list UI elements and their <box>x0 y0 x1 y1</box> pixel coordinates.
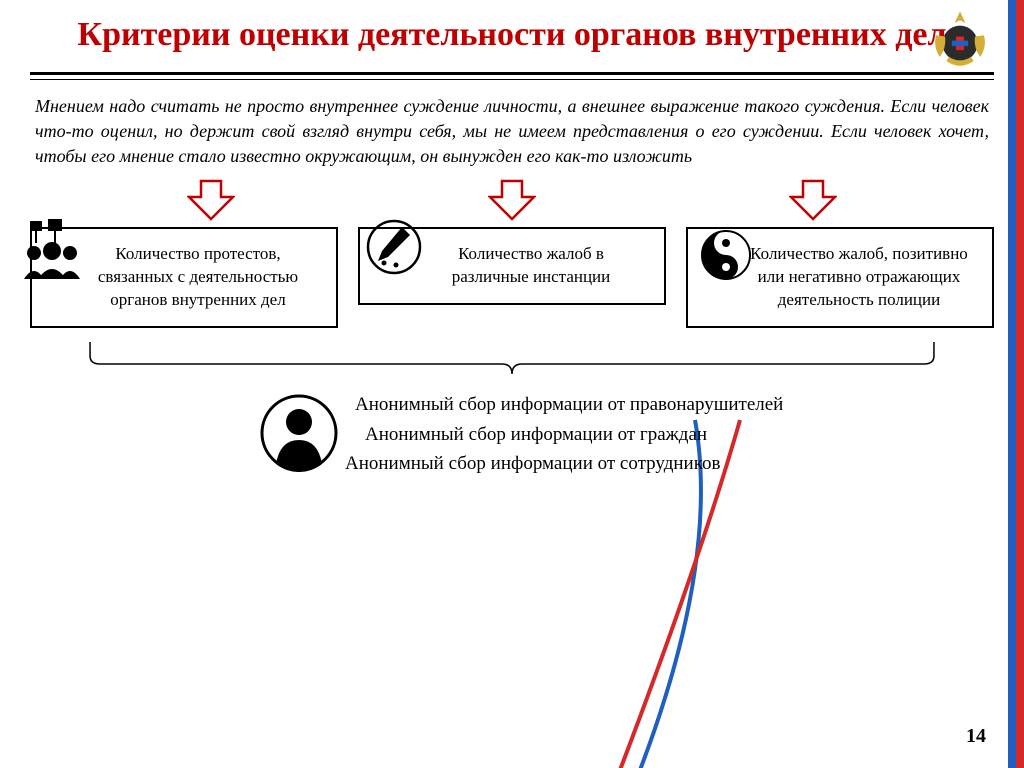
pen-icon <box>366 219 422 275</box>
divider-thin <box>30 79 994 80</box>
criteria-box-feedback: Количество жалоб, позитивно или негативн… <box>686 227 994 328</box>
page-title: Критерии оценки деятельности органов вну… <box>0 0 1024 66</box>
method-line: Анонимный сбор информации от правонаруши… <box>260 390 1024 419</box>
intro-paragraph: Мнением надо считать не просто внутренне… <box>0 94 1024 180</box>
page-number: 14 <box>966 725 986 748</box>
stripe-blue <box>1008 0 1016 768</box>
down-arrow-icon <box>187 179 235 221</box>
bottom-section: Анонимный сбор информации от правонаруши… <box>0 390 1024 478</box>
method-line: Анонимный сбор информации от сотрудников <box>260 449 1024 478</box>
brace <box>80 334 944 384</box>
yinyang-icon <box>700 229 752 281</box>
stripe-white <box>1000 0 1008 768</box>
protest-icon <box>20 217 84 281</box>
criteria-boxes: Количество протестов, связанных с деятел… <box>0 227 1024 328</box>
divider-thick <box>30 72 994 75</box>
method-line: Анонимный сбор информации от граждан <box>260 420 1024 449</box>
side-stripes <box>1000 0 1024 768</box>
emblem-icon <box>926 8 994 76</box>
arrows-row <box>0 179 1024 221</box>
down-arrow-icon <box>789 179 837 221</box>
person-icon <box>260 394 338 472</box>
criteria-box-protests: Количество протестов, связанных с деятел… <box>30 227 338 328</box>
down-arrow-icon <box>488 179 536 221</box>
stripe-red <box>1016 0 1024 768</box>
criteria-box-complaints: Количество жалоб в различные инстанции <box>358 227 666 305</box>
